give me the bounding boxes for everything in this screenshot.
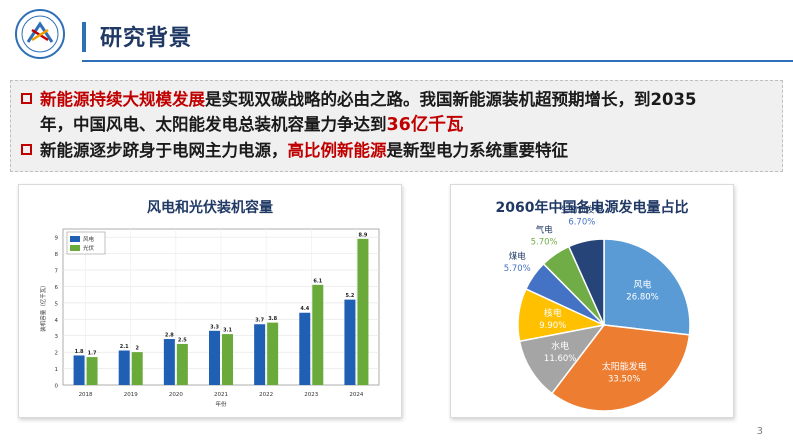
x-tick-label: 2020 xyxy=(169,392,183,398)
slice-label: 生物质发电 xyxy=(561,204,604,215)
pie-slice xyxy=(550,324,691,412)
bar-wind xyxy=(254,324,266,385)
bar-solar xyxy=(357,238,369,385)
bar-solar xyxy=(86,357,98,385)
bar-wind xyxy=(209,330,220,385)
y-tick-label: 2 xyxy=(55,351,59,357)
slice-value: 33.50% xyxy=(608,374,640,384)
data-label: 3.8 xyxy=(268,316,277,322)
slice-value: 6.70% xyxy=(568,217,595,227)
slice-value: 11.60% xyxy=(544,354,576,364)
slice-value: 9.90% xyxy=(539,321,566,331)
bullet-2-text: 新能源逐步跻身于电网主力电源， xyxy=(40,141,288,160)
bar-solar xyxy=(131,352,143,385)
bar-wind xyxy=(299,312,311,385)
bullet-2-text-end: 是新型电力系统重要特征 xyxy=(386,141,569,160)
y-tick-label: 6 xyxy=(55,285,59,291)
bar-solar xyxy=(222,334,233,385)
data-label: 2.1 xyxy=(120,344,129,350)
legend-label: 光伏 xyxy=(83,244,95,252)
y-axis-label: 装机容量（亿千瓦） xyxy=(39,282,47,332)
slice-value: 5.70% xyxy=(531,238,558,248)
bar-chart-panel: 风电和光伏装机容量 0 1 2 3 4 5 6 7 8 9 2018 1.8 1.7 2019 2.1 2 20… xyxy=(18,184,402,418)
y-tick-label: 9 xyxy=(55,236,59,242)
bullet-box: 新能源持续大规模发展是实现双碳战略的必由之路。我国新能源装机超预期增长，到203… xyxy=(10,80,783,172)
bar-wind xyxy=(344,299,356,385)
bar-wind xyxy=(73,355,85,385)
bullet-1-highlight: 新能源持续大规模发展 xyxy=(40,90,205,109)
y-tick-label: 3 xyxy=(55,334,59,340)
data-label: 6.1 xyxy=(313,278,322,284)
y-tick-label: 4 xyxy=(55,318,59,324)
bullet-1-continuation: 年，中国风电、太阳能发电总装机容量力争达到36亿千瓦 xyxy=(40,112,463,138)
x-tick-label: 2018 xyxy=(79,392,93,398)
title-accent-bar xyxy=(82,22,86,52)
slice-value: 5.70% xyxy=(504,264,531,274)
bullet-1-highlight-2: 36亿千瓦 xyxy=(386,115,464,135)
slice-label: 煤电 xyxy=(509,251,527,262)
slice-label: 太阳能发电 xyxy=(602,360,647,372)
page-number: 3 xyxy=(756,426,763,437)
pie-slice xyxy=(567,238,605,326)
data-label: 2.8 xyxy=(165,333,174,339)
bar-chart: 0 1 2 3 4 5 6 7 8 9 2018 1.8 1.7 2019 2.1 2 2020 2.8 2.5 20… xyxy=(39,228,380,408)
data-label: 4.4 xyxy=(300,306,309,312)
data-label: 3.1 xyxy=(223,328,232,334)
university-logo-icon xyxy=(15,9,65,59)
bullet-1-text: 是实现双碳战略的必由之路。我国新能源装机超预期增长，到2035 xyxy=(205,90,697,109)
legend-swatch xyxy=(70,245,80,251)
y-tick-label: 1 xyxy=(55,367,59,373)
x-tick-label: 2019 xyxy=(124,392,138,398)
bar-wind xyxy=(118,350,130,385)
bullet-1: 新能源持续大规模发展是实现双碳战略的必由之路。我国新能源装机超预期增长，到203… xyxy=(21,87,696,112)
x-tick-label: 2022 xyxy=(259,392,273,398)
legend-label: 风电 xyxy=(83,235,95,243)
y-tick-label: 0 xyxy=(55,384,59,390)
bullet-2-highlight: 高比例新能源 xyxy=(287,141,387,160)
slice-label: 风电 xyxy=(634,279,652,291)
bar-solar xyxy=(267,322,279,385)
slice-label: 水电 xyxy=(551,340,569,352)
bullet-2: 新能源逐步跻身于电网主力电源，高比例新能源是新型电力系统重要特征 xyxy=(21,138,568,163)
legend-swatch xyxy=(70,236,80,242)
slice-label: 气电 xyxy=(536,225,554,236)
x-axis-label: 年份 xyxy=(215,400,227,408)
data-label: 1.8 xyxy=(75,349,84,355)
data-label: 2 xyxy=(135,346,139,352)
slice-label: 核电 xyxy=(544,307,562,319)
bar-chart-title: 风电和光伏装机容量 xyxy=(147,200,273,216)
data-label: 8.9 xyxy=(358,232,367,238)
pie-slice xyxy=(518,323,606,395)
pie-slice xyxy=(603,238,691,336)
bar-wind xyxy=(163,339,175,385)
bullet-1-text-cont: 年，中国风电、太阳能发电总装机容量力争达到 xyxy=(40,115,387,134)
y-tick-label: 7 xyxy=(55,269,59,275)
data-label: 5.2 xyxy=(345,293,354,299)
data-label: 1.7 xyxy=(88,351,97,357)
y-tick-label: 8 xyxy=(55,252,59,258)
y-tick-label: 5 xyxy=(55,301,59,307)
header-divider xyxy=(82,60,793,62)
pie-chart: 风电 26.80% 太阳能发电 33.50% 水电 11.60% 核电 9.90% 煤电 5.70… xyxy=(504,204,691,412)
pie-chart-title: 2060年中国各电源发电量占比 xyxy=(495,200,689,216)
slice-value: 26.80% xyxy=(626,293,658,303)
x-tick-label: 2024 xyxy=(349,392,363,398)
bar-solar xyxy=(176,343,188,385)
data-label: 3.3 xyxy=(210,324,219,330)
x-tick-label: 2021 xyxy=(214,392,228,398)
pie-chart-panel: 2060年中国各电源发电量占比 风电 26.80% 太阳能发电 33.50% 水电 11.… xyxy=(450,184,734,418)
data-label: 2.5 xyxy=(178,337,187,343)
slide-header: 研究背景 xyxy=(0,0,793,72)
data-label: 3.7 xyxy=(255,318,264,324)
bullet-square-icon xyxy=(21,93,32,104)
x-tick-label: 2023 xyxy=(304,392,318,398)
bullet-square-icon xyxy=(21,144,32,155)
bar-solar xyxy=(312,284,324,385)
page-title: 研究背景 xyxy=(100,26,193,51)
